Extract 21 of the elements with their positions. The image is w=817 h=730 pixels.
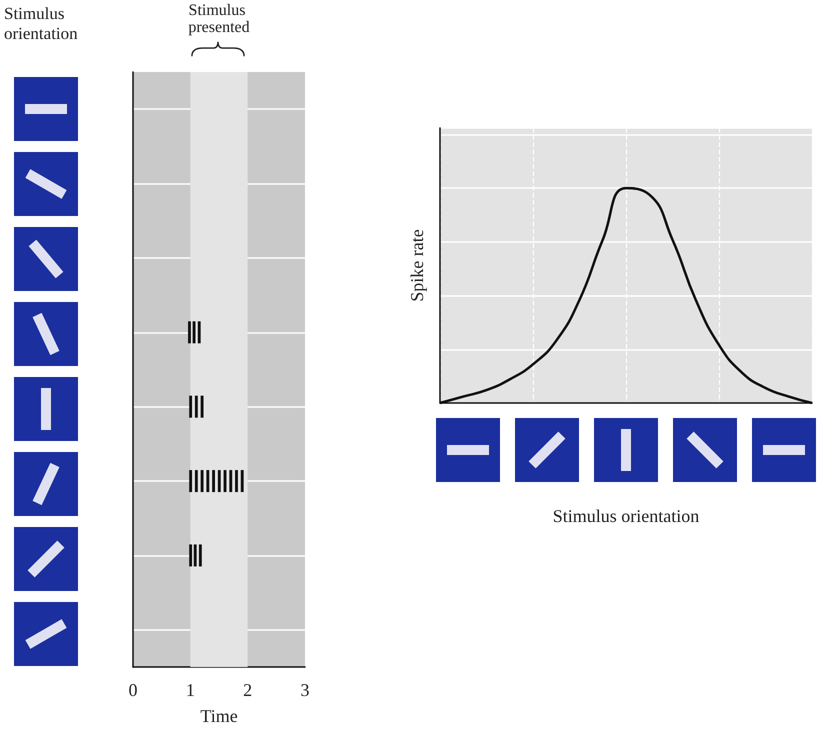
bar bbox=[212, 470, 215, 492]
bar bbox=[189, 470, 192, 492]
bar bbox=[198, 544, 202, 566]
x-tick-label: 0 bbox=[128, 680, 138, 700]
bar bbox=[200, 470, 204, 492]
x-axis-title: Stimulus orientation bbox=[552, 506, 700, 526]
y-axis-title: Spike rate bbox=[407, 229, 427, 302]
bar bbox=[189, 396, 192, 418]
x-tick-label: 3 bbox=[300, 680, 310, 700]
bar bbox=[206, 470, 210, 492]
bar bbox=[189, 544, 192, 566]
bar bbox=[194, 470, 198, 492]
x-tick-label: 2 bbox=[243, 680, 252, 700]
x-tick-label: 1 bbox=[186, 680, 195, 700]
band-label: Stimulus presented bbox=[188, 2, 250, 36]
bar bbox=[194, 396, 198, 418]
bar bbox=[200, 396, 204, 418]
bar bbox=[235, 470, 238, 492]
text: Stimulus orientation bbox=[4, 4, 79, 44]
x-axis-title: Time bbox=[200, 706, 238, 726]
bar bbox=[224, 470, 226, 492]
